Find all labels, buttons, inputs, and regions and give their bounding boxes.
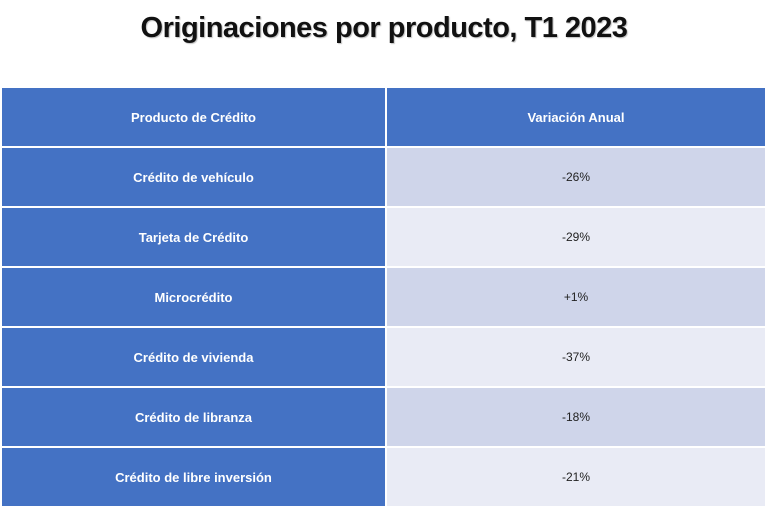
page-title: Originaciones por producto, T1 2023 xyxy=(140,12,628,44)
change-cell: -26% xyxy=(387,148,765,206)
product-cell: Crédito de libre inversión xyxy=(2,448,387,506)
product-cell: Tarjeta de Crédito xyxy=(2,208,387,266)
change-cell: -18% xyxy=(387,388,765,446)
header-annual-change: Variación Anual xyxy=(387,88,765,146)
data-table: Producto de Crédito Variación Anual Créd… xyxy=(2,88,765,506)
table-header-row: Producto de Crédito Variación Anual xyxy=(2,88,765,146)
table-row: Crédito de vehículo -26% xyxy=(2,146,765,206)
change-cell: -29% xyxy=(387,208,765,266)
table-row: Crédito de libre inversión -21% xyxy=(2,446,765,506)
change-cell: -37% xyxy=(387,328,765,386)
product-cell: Crédito de libranza xyxy=(2,388,387,446)
change-cell: +1% xyxy=(387,268,765,326)
header-product: Producto de Crédito xyxy=(2,88,387,146)
table-row: Tarjeta de Crédito -29% xyxy=(2,206,765,266)
table-row: Microcrédito +1% xyxy=(2,266,765,326)
product-cell: Crédito de vivienda xyxy=(2,328,387,386)
table-row: Crédito de vivienda -37% xyxy=(2,326,765,386)
table-row: Crédito de libranza -18% xyxy=(2,386,765,446)
product-cell: Microcrédito xyxy=(2,268,387,326)
product-cell: Crédito de vehículo xyxy=(2,148,387,206)
change-cell: -21% xyxy=(387,448,765,506)
